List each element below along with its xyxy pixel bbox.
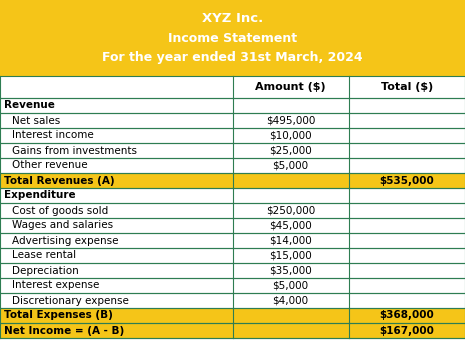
Text: Revenue: Revenue [4,101,54,110]
Bar [0,263,465,278]
Text: Total Revenues (A): Total Revenues (A) [4,176,114,186]
Text: Total ($): Total ($) [381,82,433,92]
Text: $250,000: $250,000 [266,206,315,216]
Bar [0,188,465,203]
Text: $45,000: $45,000 [269,221,312,231]
Bar [0,308,465,323]
Bar [0,233,465,248]
Bar [0,218,465,233]
Text: Lease rental: Lease rental [12,251,76,261]
Bar [0,323,465,338]
Bar [0,173,465,188]
Bar [0,203,465,218]
Text: $14,000: $14,000 [269,236,312,246]
Bar [0,128,465,143]
Text: $5,000: $5,000 [272,281,309,291]
Bar [0,76,465,98]
Bar [0,278,465,293]
Text: Gains from investments: Gains from investments [12,146,137,155]
Bar [0,0,465,76]
Text: $25,000: $25,000 [269,146,312,155]
Text: $10,000: $10,000 [269,131,312,140]
Text: $4,000: $4,000 [272,296,309,306]
Text: For the year ended 31st March, 2024: For the year ended 31st March, 2024 [102,50,363,63]
Text: Interest expense: Interest expense [12,281,99,291]
Text: Advertising expense: Advertising expense [12,236,118,246]
Text: Amount ($): Amount ($) [255,82,326,92]
Bar [0,293,465,308]
Bar [0,158,465,173]
Bar [0,248,465,263]
Text: $368,000: $368,000 [379,311,434,321]
Bar [0,113,465,128]
Text: Other revenue: Other revenue [12,161,87,170]
Text: Total Expenses (B): Total Expenses (B) [4,311,113,321]
Text: Income Statement: Income Statement [168,31,297,44]
Text: Interest income: Interest income [12,131,93,140]
Text: Expenditure: Expenditure [4,191,75,201]
Text: Net sales: Net sales [12,116,60,125]
Text: Wages and salaries: Wages and salaries [12,221,113,231]
Text: $495,000: $495,000 [266,116,315,125]
Text: $15,000: $15,000 [269,251,312,261]
Bar [0,98,465,113]
Bar [0,143,465,158]
Text: Discretionary expense: Discretionary expense [12,296,128,306]
Text: XYZ Inc.: XYZ Inc. [202,12,263,25]
Text: $167,000: $167,000 [379,326,434,336]
Text: $5,000: $5,000 [272,161,309,170]
Text: $535,000: $535,000 [379,176,434,186]
Text: Depreciation: Depreciation [12,266,79,276]
Text: Net Income = (A - B): Net Income = (A - B) [4,326,124,336]
Text: Cost of goods sold: Cost of goods sold [12,206,108,216]
Text: $35,000: $35,000 [269,266,312,276]
